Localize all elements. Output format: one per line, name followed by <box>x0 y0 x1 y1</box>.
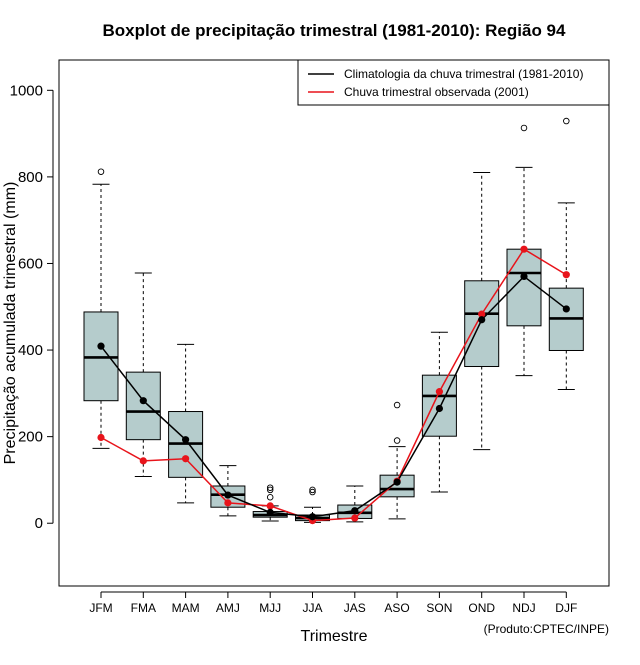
x-tick-label: JJA <box>302 601 322 615</box>
box-iqr <box>379 474 415 498</box>
series-point-climatology <box>435 404 443 413</box>
x-tick-label: DJF <box>555 601 577 615</box>
outlier-point <box>393 401 401 409</box>
x-tick-label: FMA <box>131 601 156 615</box>
series-point-climatology <box>478 316 486 324</box>
series-point-climatology <box>266 508 274 517</box>
box-jfm <box>83 168 119 449</box>
y-tick-label: 1000 <box>10 82 43 99</box>
x-tick-label: JAS <box>344 601 366 615</box>
box-ond <box>464 172 500 451</box>
series-point-climatology <box>308 513 317 521</box>
series-point-climatology <box>224 491 232 499</box>
series-line-climatology <box>100 275 567 518</box>
series-point-observed <box>562 271 570 279</box>
series-point-observed <box>224 499 232 507</box>
y-tick-label: 0 <box>35 515 43 532</box>
x-tick-label: AMJ <box>216 601 240 615</box>
y-tick-label: 200 <box>18 429 43 446</box>
legend-label-observed: Chuva trimestral observada (2001) <box>344 85 529 99</box>
series-point-observed <box>478 310 486 318</box>
x-tick-label: SON <box>426 601 452 615</box>
y-tick-label: 800 <box>18 169 43 186</box>
series-point-climatology <box>520 272 528 281</box>
series-line-observed <box>100 248 567 522</box>
x-tick-label: MJJ <box>259 601 281 615</box>
series-point-observed <box>182 455 190 463</box>
legend: Climatologia da chuva trimestral (1981-2… <box>297 59 610 106</box>
legend-box <box>297 59 610 106</box>
outlier-point <box>266 494 274 501</box>
series-point-observed <box>351 514 359 522</box>
series-point-observed <box>266 502 274 510</box>
outlier-point <box>563 117 570 125</box>
box-djf <box>548 117 584 390</box>
x-tick-label: NDJ <box>512 601 535 615</box>
outlier-point <box>266 484 274 491</box>
series-point-climatology <box>139 397 147 405</box>
outlier-point <box>309 488 316 496</box>
box-iqr <box>506 248 542 327</box>
series-point-climatology <box>351 507 359 515</box>
box-iqr <box>125 371 161 441</box>
chart-title: Boxplot de precipitação trimestral (1981… <box>103 21 566 40</box>
box-son <box>421 331 457 493</box>
box-iqr <box>464 280 500 368</box>
outlier-point <box>309 486 316 494</box>
box-fma <box>125 272 161 477</box>
y-tick-label: 600 <box>18 255 43 272</box>
series-layer <box>97 245 570 525</box>
series-point-observed <box>97 433 105 442</box>
series-point-climatology <box>97 342 105 350</box>
x-axis-label: Trimestre <box>301 628 368 645</box>
x-tick-label: MAM <box>172 601 200 615</box>
axes-layer: 0 200 400 600 800 1000 JFM FMA MAM AMJ MJJ JJA JAS AS… <box>10 82 578 615</box>
series-point-observed <box>435 388 443 396</box>
outlier-point <box>97 168 105 175</box>
credit-text: (Produto:CPTEC/INPE) <box>484 622 609 636</box>
series-point-climatology <box>562 305 570 313</box>
series-point-climatology <box>393 478 401 486</box>
y-tick-label: 400 <box>18 342 43 359</box>
outlier-point <box>393 437 401 444</box>
legend-label-climatology: Climatologia da chuva trimestral (1981-2… <box>344 67 583 81</box>
series-point-observed <box>139 457 147 465</box>
outlier-point <box>520 124 528 132</box>
series-point-observed <box>520 245 528 253</box>
y-axis-label: Precipitação acumulada trimestral (mm) <box>2 182 19 465</box>
x-tick-label: ASO <box>384 601 409 615</box>
series-point-climatology <box>182 436 190 444</box>
boxes-layer <box>83 117 584 523</box>
x-tick-label: JFM <box>89 601 112 615</box>
outlier-point <box>266 486 274 494</box>
x-tick-label: OND <box>468 601 495 615</box>
box-mam <box>168 343 204 504</box>
